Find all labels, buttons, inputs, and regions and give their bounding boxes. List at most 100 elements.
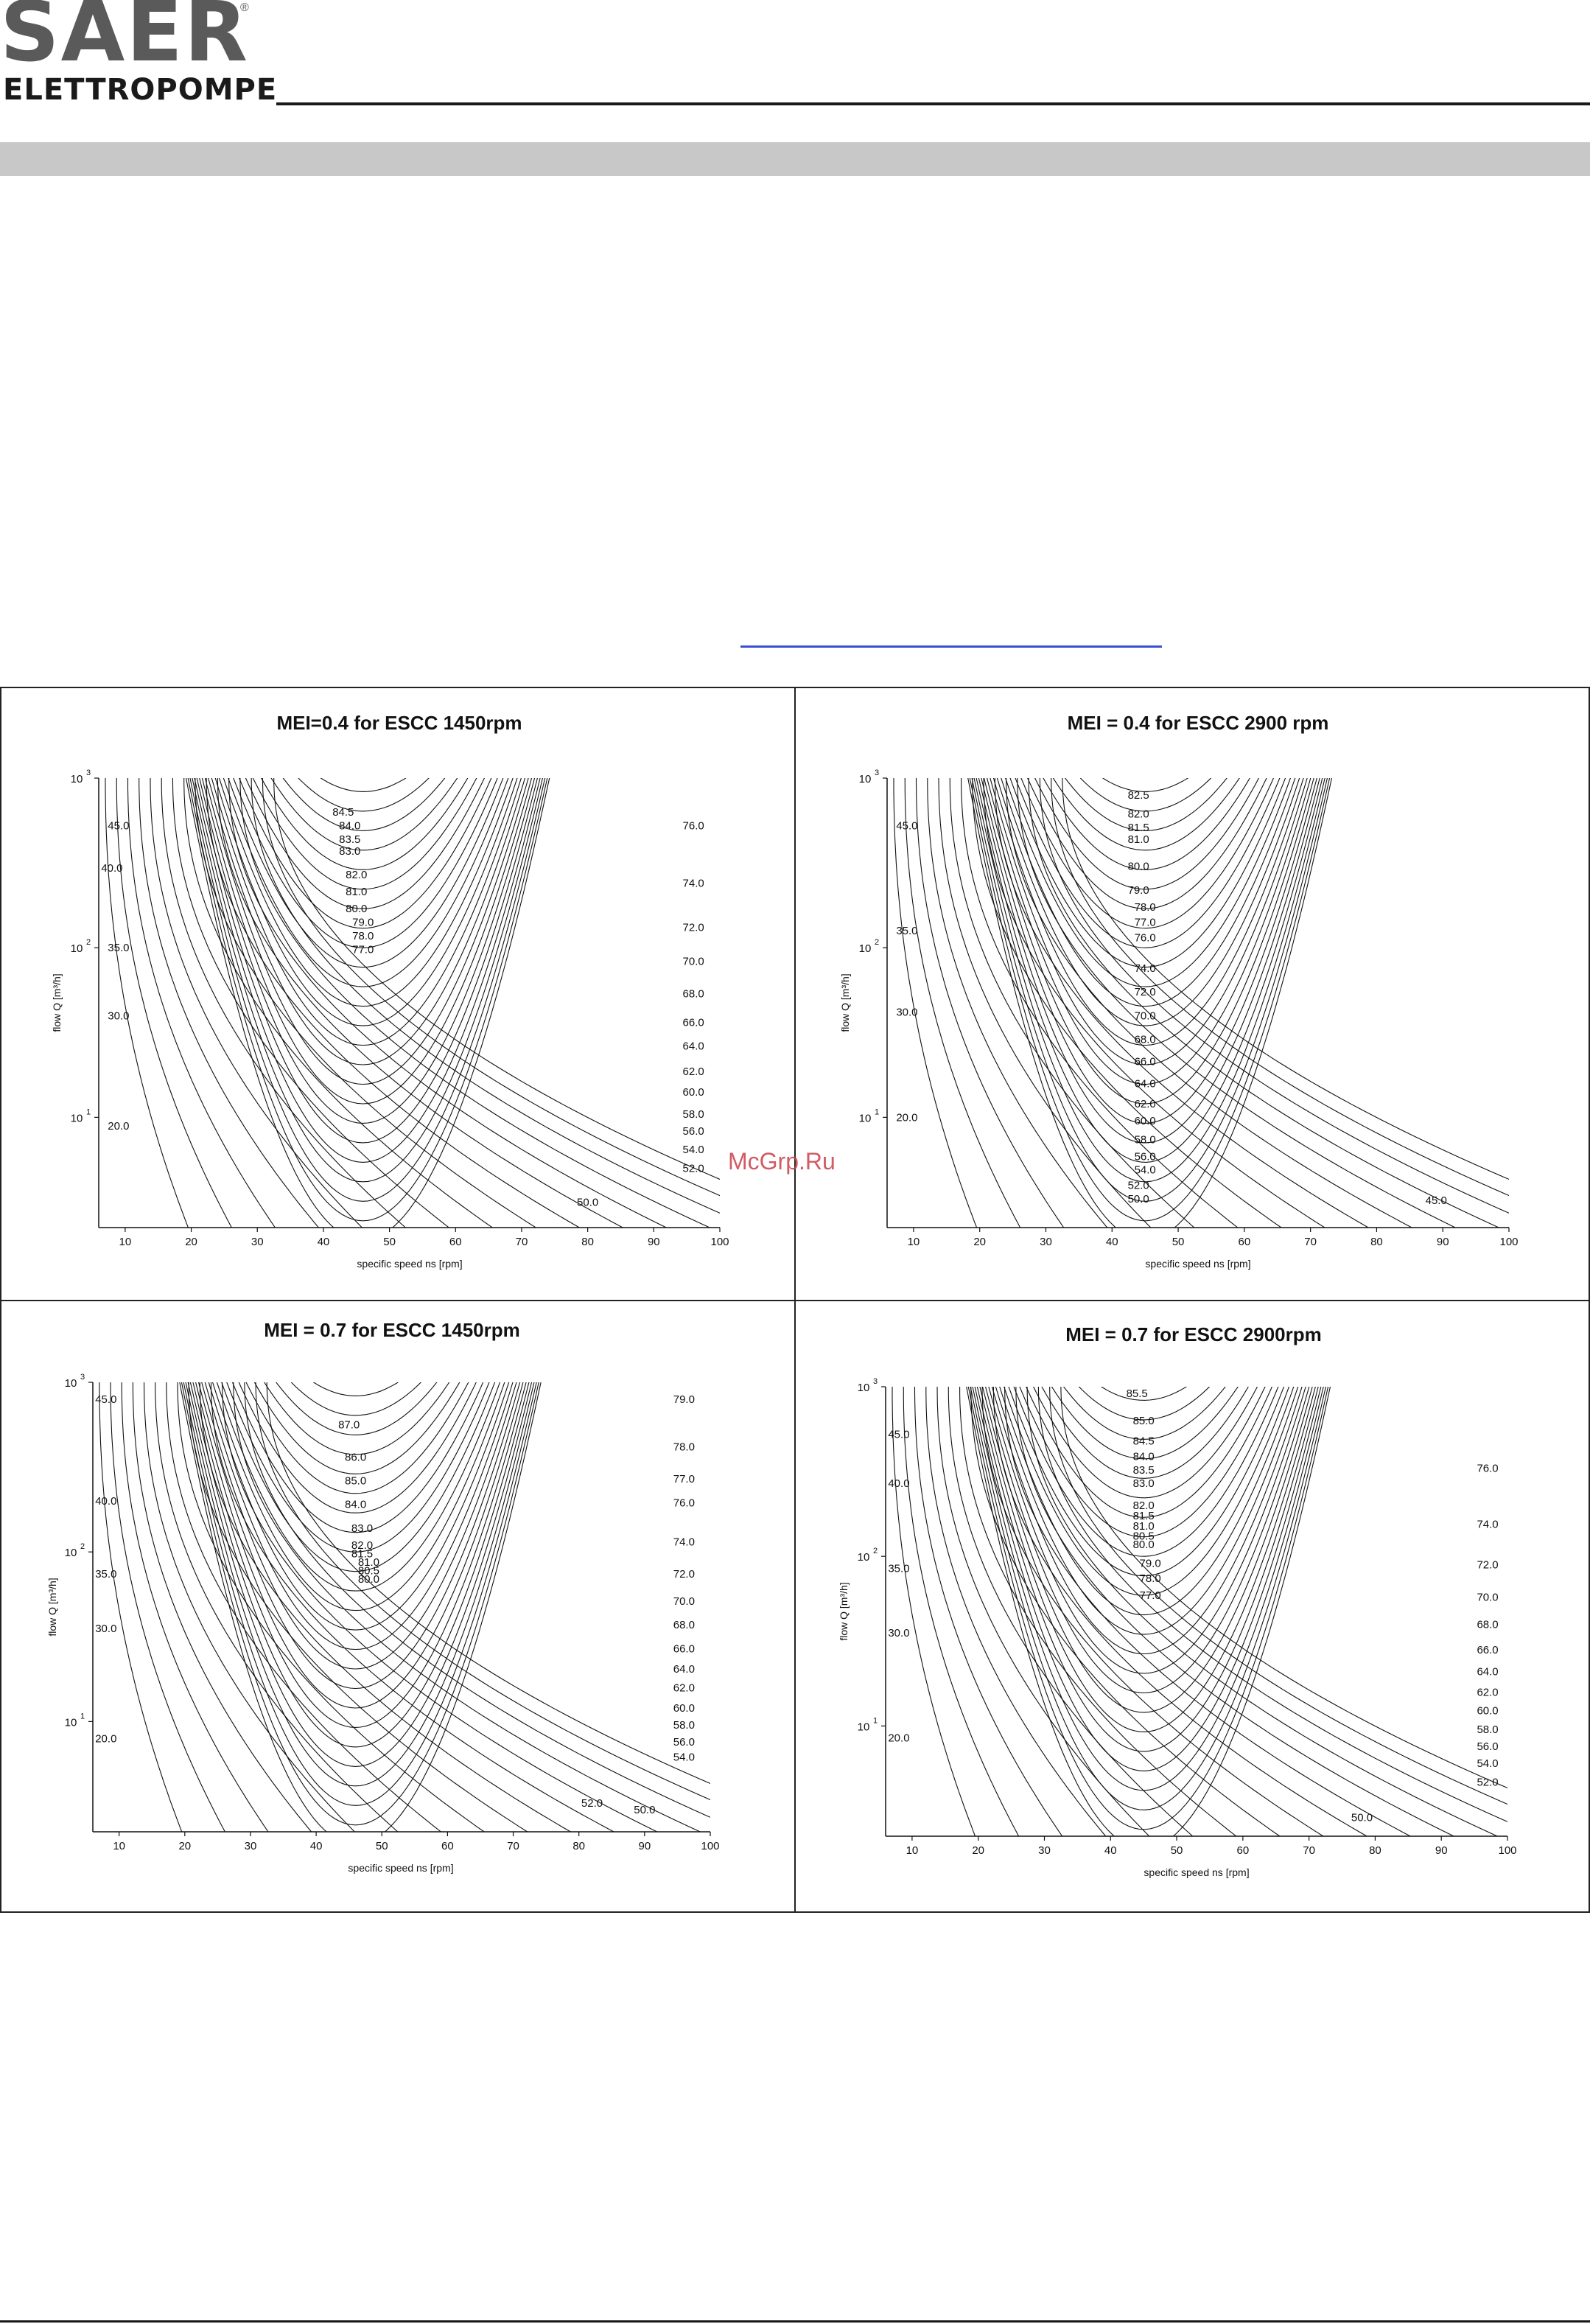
x-tick-label: 100 (1499, 1236, 1518, 1248)
contour-line (223, 778, 509, 987)
contour-line (976, 778, 1323, 1163)
y-tick-label-base: 10 (858, 1721, 870, 1733)
section-band (0, 142, 1590, 176)
x-axis-label: specific speed ns [rpm] (357, 1258, 462, 1270)
contour-label: 56.0 (1477, 1740, 1498, 1753)
contour-line (971, 778, 1328, 1202)
contour-line (1033, 1387, 1258, 1499)
contour-line (179, 1382, 542, 1832)
contour-line (214, 778, 518, 1026)
x-tick-label: 80 (1369, 1844, 1381, 1857)
contour-label: 74.0 (683, 878, 704, 890)
contour-label: 80.0 (358, 1573, 379, 1586)
contour-line (974, 1387, 1322, 1771)
contour-line (239, 778, 710, 1228)
contour-label: 64.0 (673, 1663, 695, 1676)
contour-line (927, 778, 1108, 1228)
y-tick-label-exponent: 2 (873, 1547, 878, 1555)
contour-line (1034, 778, 1260, 890)
contour-label: 20.0 (888, 1732, 909, 1744)
document-link[interactable] (740, 645, 1162, 648)
contour-line (1017, 778, 1456, 1228)
contour-line (201, 1382, 517, 1670)
contour-label: 54.0 (1135, 1164, 1156, 1177)
contour-line (1102, 778, 1189, 792)
contour-label: 35.0 (108, 942, 129, 954)
x-tick-label: 90 (1435, 1844, 1448, 1857)
contour-line (155, 1382, 399, 1832)
contour-label: 83.0 (1133, 1477, 1155, 1490)
contour-label: 72.0 (683, 922, 704, 934)
x-tick-label: 40 (310, 1840, 323, 1852)
x-tick-label: 50 (1172, 1236, 1185, 1248)
contour-line (228, 778, 504, 968)
contour-line (915, 778, 1065, 1228)
contour-line (992, 778, 1304, 1046)
contour-label: 80.5 (1133, 1530, 1155, 1543)
contour-line (143, 1382, 355, 1832)
contour-label: 52.0 (581, 1797, 603, 1810)
y-tick-label-base: 10 (71, 1112, 83, 1124)
contour-label: 79.0 (1140, 1557, 1161, 1569)
contour-line (999, 1387, 1295, 1616)
x-tick-label: 100 (710, 1236, 729, 1248)
contour-line (99, 1382, 183, 1832)
contour-label: 84.5 (332, 806, 354, 819)
contour-line (1051, 1387, 1239, 1460)
y-tick-label-exponent: 1 (875, 1107, 879, 1116)
contour-label: 86.0 (345, 1451, 366, 1463)
contour-line (1043, 778, 1250, 870)
contour-line (199, 1382, 571, 1832)
contour-line (961, 778, 1239, 1228)
contour-line (1013, 1387, 1279, 1557)
contour-line (238, 1382, 477, 1513)
contour-label: 85.5 (1127, 1387, 1148, 1400)
contour-label: 81.0 (358, 1556, 379, 1569)
contour-label: 35.0 (888, 1562, 909, 1575)
contour-label: 56.0 (1135, 1150, 1156, 1163)
contour-label: 82.0 (1128, 808, 1149, 820)
contour-label: 54.0 (683, 1144, 704, 1156)
contour-label: 52.0 (1128, 1179, 1149, 1191)
x-tick-label: 80 (1370, 1236, 1383, 1248)
contour-line (966, 1387, 1331, 1836)
contour-line (212, 1382, 505, 1611)
contour-label: 84.0 (339, 819, 360, 832)
x-tick-label: 10 (119, 1236, 132, 1248)
contour-line (201, 778, 533, 1105)
contour-label: 50.0 (634, 1804, 655, 1816)
contour-label: 45.0 (95, 1393, 116, 1406)
contour-line (981, 1387, 1324, 1836)
contour-line (226, 1382, 490, 1553)
contour-label: 64.0 (1477, 1666, 1498, 1679)
x-tick-label: 100 (701, 1840, 719, 1852)
contour-line (204, 1382, 514, 1651)
contour-label: 60.0 (673, 1702, 695, 1715)
contour-line (222, 1382, 657, 1832)
contour-line (969, 778, 1331, 1222)
contour-line (1028, 778, 1499, 1228)
contour-line (132, 1382, 312, 1832)
y-tick-label-exponent: 3 (80, 1373, 85, 1382)
chart-title: MEI = 0.7 for ESCC 1450rpm (264, 1319, 520, 1341)
contour-line (195, 1382, 524, 1709)
x-tick-label: 20 (972, 1844, 984, 1857)
chart-svg: MEI = 0.7 for ESCC 2900rpm 10 20 30 40 50 60 7… (838, 1323, 1517, 1878)
contour-label: 74.0 (1135, 962, 1156, 975)
contour-line (219, 778, 514, 1007)
contour-line (979, 1387, 1316, 1732)
contour-line (245, 1382, 469, 1494)
contour-line (1015, 778, 1281, 948)
contour-line (973, 778, 1325, 1183)
contour-line (196, 778, 538, 1144)
x-tick-label: 50 (1171, 1844, 1183, 1857)
contour-line (298, 778, 430, 812)
contour-line (216, 1382, 501, 1592)
contour-line (1001, 778, 1296, 1007)
contour-label: 74.0 (673, 1536, 695, 1548)
contour-label: 40.0 (95, 1495, 116, 1508)
contour-lines (892, 1387, 1507, 1836)
contour-line (127, 778, 276, 1228)
contour-label: 30.0 (108, 1009, 129, 1022)
chart-panel-mei04-2900: MEI = 0.4 for ESCC 2900 rpm 10 20 30 40 50 60… (796, 688, 1590, 1300)
